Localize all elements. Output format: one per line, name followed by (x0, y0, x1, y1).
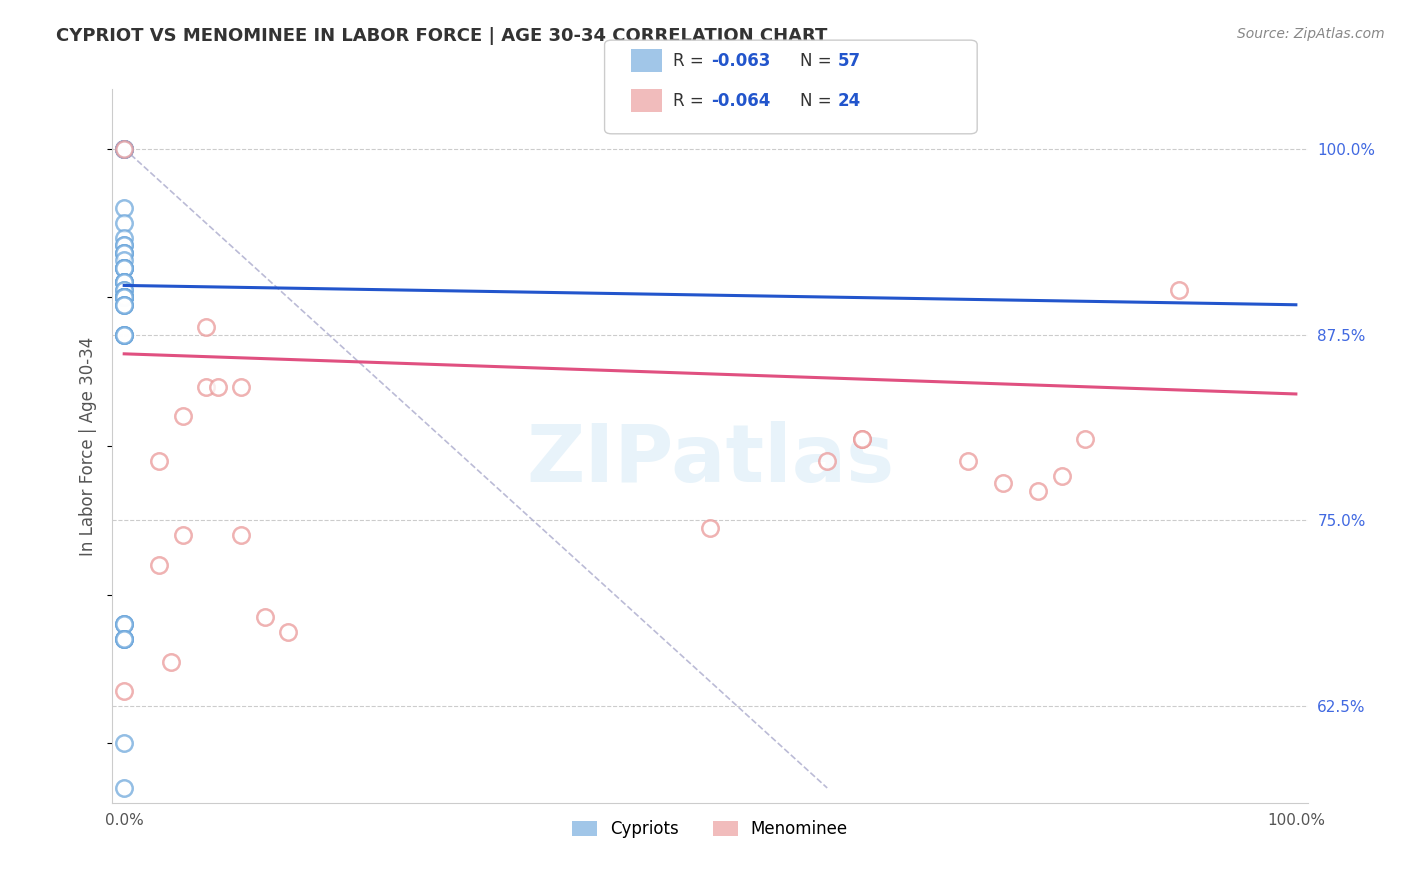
Point (112, 260, 135, 275)
Point (851, 432, 873, 446)
Point (195, 379, 218, 393)
Point (112, 298, 135, 312)
Point (112, 260, 135, 275)
Point (112, 201, 135, 215)
Point (112, 290, 135, 304)
Point (112, 290, 135, 304)
Point (1167, 283, 1189, 297)
Point (112, 276, 135, 290)
Point (195, 320, 218, 334)
Point (112, 290, 135, 304)
Point (112, 142, 135, 156)
Point (112, 632, 135, 647)
Point (112, 142, 135, 156)
Point (1074, 432, 1097, 446)
Point (112, 142, 135, 156)
Point (112, 245, 135, 260)
Point (112, 253, 135, 268)
Point (112, 276, 135, 290)
Point (207, 379, 229, 393)
Point (112, 632, 135, 647)
Point (112, 298, 135, 312)
Point (112, 142, 135, 156)
Point (231, 379, 253, 393)
Point (148, 558, 170, 572)
Point (231, 528, 253, 542)
Point (112, 276, 135, 290)
Point (112, 290, 135, 304)
Point (699, 521, 721, 535)
Point (112, 290, 135, 304)
Text: N =: N = (800, 92, 837, 110)
Point (112, 260, 135, 275)
Point (112, 142, 135, 156)
Point (112, 290, 135, 304)
Point (112, 245, 135, 260)
Point (112, 260, 135, 275)
Text: -0.063: -0.063 (711, 52, 770, 70)
Legend: Cypriots, Menominee: Cypriots, Menominee (565, 814, 855, 845)
Point (112, 142, 135, 156)
Point (112, 290, 135, 304)
Point (112, 327, 135, 342)
Point (1026, 483, 1049, 498)
Text: CYPRIOT VS MENOMINEE IN LABOR FORCE | AGE 30-34 CORRELATION CHART: CYPRIOT VS MENOMINEE IN LABOR FORCE | AG… (56, 27, 828, 45)
Point (112, 290, 135, 304)
Point (815, 454, 838, 468)
Point (112, 780, 135, 795)
Point (112, 290, 135, 304)
Point (172, 409, 194, 424)
Point (112, 632, 135, 647)
Point (277, 624, 299, 639)
Point (112, 617, 135, 632)
Point (112, 260, 135, 275)
Point (112, 617, 135, 632)
Text: Source: ZipAtlas.com: Source: ZipAtlas.com (1237, 27, 1385, 41)
Point (112, 238, 135, 252)
Point (253, 610, 276, 624)
Point (112, 245, 135, 260)
Point (956, 454, 979, 468)
Text: 24: 24 (838, 92, 862, 110)
Point (112, 283, 135, 297)
Text: R =: R = (673, 92, 710, 110)
Point (112, 216, 135, 230)
Point (112, 684, 135, 698)
Point (112, 290, 135, 304)
Point (112, 290, 135, 304)
Point (160, 655, 183, 669)
Point (851, 432, 873, 446)
Point (172, 528, 194, 542)
Point (112, 327, 135, 342)
Point (112, 298, 135, 312)
Point (991, 476, 1014, 491)
Point (112, 283, 135, 297)
Point (112, 142, 135, 156)
Point (112, 617, 135, 632)
Point (112, 736, 135, 750)
Text: ZIPatlas: ZIPatlas (526, 421, 894, 500)
Point (112, 290, 135, 304)
Point (112, 231, 135, 245)
Text: N =: N = (800, 52, 837, 70)
Point (112, 327, 135, 342)
Text: 57: 57 (838, 52, 860, 70)
Text: R =: R = (673, 52, 710, 70)
Point (148, 454, 170, 468)
Point (112, 276, 135, 290)
Point (112, 327, 135, 342)
Text: -0.064: -0.064 (711, 92, 770, 110)
Point (112, 290, 135, 304)
Y-axis label: In Labor Force | Age 30-34: In Labor Force | Age 30-34 (79, 336, 97, 556)
Point (1050, 468, 1073, 483)
Point (112, 276, 135, 290)
Point (112, 632, 135, 647)
Point (112, 290, 135, 304)
Point (112, 238, 135, 252)
